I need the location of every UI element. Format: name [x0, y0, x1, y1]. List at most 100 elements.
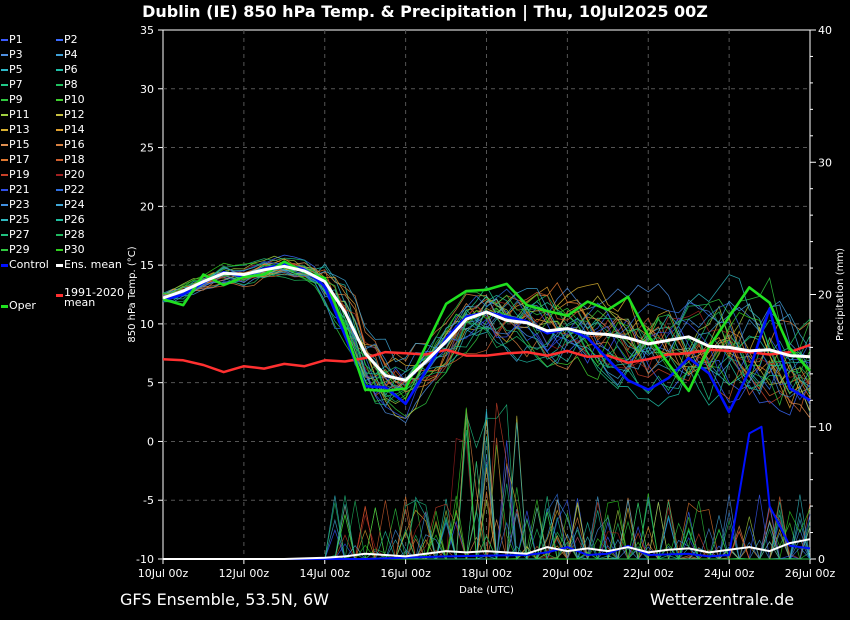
legend-swatch-p23 [1, 204, 8, 206]
member-curve-p26 [162, 273, 811, 406]
y-tick-label: -10 [136, 553, 154, 566]
legend-swatch-p28 [56, 234, 63, 236]
legend-swatch-p12 [56, 114, 63, 116]
legend-label-p23: P23 [9, 198, 30, 211]
y2-tick-label: 0 [818, 553, 825, 566]
legend-swatch-p19 [1, 174, 8, 176]
legend-swatch-p9 [1, 99, 8, 101]
series-ens-mean-precipitation [163, 538, 811, 560]
y2-tick-label: 30 [818, 156, 832, 169]
x-tick-label: 10Jul 00z [138, 567, 189, 580]
legend-swatch-control [1, 264, 8, 267]
legend-swatch-p29 [1, 249, 8, 251]
x-tick-label: 12Jul 00z [219, 567, 270, 580]
member-curve-p27 [162, 257, 811, 396]
legend-label-p2: P2 [64, 33, 78, 46]
x-tick-label: 14Jul 00z [299, 567, 350, 580]
y2-tick-label: 40 [818, 24, 832, 37]
legend-label-p21: P21 [9, 183, 30, 196]
y-axis-label: 850 hPa Temp. (°C) [127, 246, 138, 342]
x-tick-label: 24Jul 00z [704, 567, 755, 580]
legend-swatch-p30 [56, 249, 63, 251]
legend-label-p18: P18 [64, 153, 85, 166]
legend-swatch-p27 [1, 234, 8, 236]
legend-label-p7: P7 [9, 78, 23, 91]
model-info: GFS Ensemble, 53.5N, 6W [120, 590, 329, 609]
y-tick-label: 5 [147, 377, 154, 390]
chart-title: Dublin (IE) 850 hPa Temp. & Precipitatio… [142, 2, 708, 21]
legend-swatch-p24 [56, 204, 63, 206]
legend-label-p22: P22 [64, 183, 85, 196]
y-tick-label: 10 [140, 318, 154, 331]
legend-swatch-p16 [56, 144, 63, 146]
legend-swatch-p14 [56, 129, 63, 131]
legend-swatch-p3 [1, 54, 8, 56]
member-curve-p24 [162, 267, 811, 380]
legend-swatch-p8 [56, 84, 63, 86]
series-ens-mean [162, 264, 811, 382]
legend-swatch-p1 [1, 39, 8, 41]
legend-swatch-p21 [1, 189, 8, 191]
legend-swatch-p11 [1, 114, 8, 116]
legend-swatch-p2 [56, 39, 63, 41]
legend-label-p15: P15 [9, 138, 30, 151]
x-axis-label: Date (UTC) [459, 585, 514, 596]
member-curve-p18 [162, 273, 811, 413]
legend-label-p13: P13 [9, 123, 30, 136]
legend-label-p28: P28 [64, 228, 85, 241]
legend-label-p30: P30 [64, 243, 85, 256]
legend-label-p6: P6 [64, 63, 78, 76]
x-tick-label: 20Jul 00z [542, 567, 593, 580]
x-tick-label: 18Jul 00z [461, 567, 512, 580]
legend-swatch-p17 [1, 159, 8, 161]
legend-label-p12: P12 [64, 108, 85, 121]
legend-label-p16: P16 [64, 138, 85, 151]
legend-label-p17: P17 [9, 153, 30, 166]
y-tick-label: 0 [147, 435, 154, 448]
legend-label-p24: P24 [64, 198, 85, 211]
legend-label-p27: P27 [9, 228, 30, 241]
y-tick-label: 15 [140, 259, 154, 272]
y2-tick-label: 10 [818, 421, 832, 434]
legend-swatch-p22 [56, 189, 63, 191]
y-tick-label: 20 [140, 200, 154, 213]
y-tick-label: -5 [143, 494, 154, 507]
source-credit: Wetterzentrale.de [650, 590, 795, 609]
legend-swatch-p7 [1, 84, 8, 86]
legend-label-control: Control [9, 258, 49, 271]
legend-label-p1: P1 [9, 33, 23, 46]
legend-label-p20: P20 [64, 168, 85, 181]
y-tick-label: 25 [140, 142, 154, 155]
legend-label-p4: P4 [64, 48, 78, 61]
y-tick-label: 30 [140, 83, 154, 96]
legend-label-p25: P25 [9, 213, 30, 226]
series-1991-2020-mean [162, 343, 811, 374]
legend-label-oper: Oper [9, 299, 36, 312]
legend-swatch-1991-2020-mean [56, 294, 63, 297]
legend-label-p10: P10 [64, 93, 85, 106]
legend-label-p8: P8 [64, 78, 78, 91]
legend-swatch-p15 [1, 144, 8, 146]
legend-label-p11: P11 [9, 108, 30, 121]
legend-label-p9: P9 [9, 93, 23, 106]
member-precip-p25 [163, 422, 811, 560]
legend-swatch-p25 [1, 219, 8, 221]
member-precip-p17 [163, 491, 810, 560]
legend-swatch-p20 [56, 174, 63, 176]
x-tick-label: 22Jul 00z [623, 567, 674, 580]
member-curve-p21 [162, 261, 811, 419]
legend-label-p26: P26 [64, 213, 85, 226]
y2-axis-label: Precipitation (mm) [835, 248, 846, 341]
legend-label-ens-mean: Ens. mean [64, 258, 122, 271]
legend-label-1991-2020-mean: 1991-2020 mean [64, 286, 124, 309]
y2-tick-label: 20 [818, 289, 832, 302]
legend-swatch-p6 [56, 69, 63, 71]
x-tick-label: 26Jul 00z [785, 567, 836, 580]
legend-label-p29: P29 [9, 243, 30, 256]
legend-swatch-p4 [56, 54, 63, 56]
legend-label-p3: P3 [9, 48, 23, 61]
legend-swatch-p10 [56, 99, 63, 101]
legend-swatch-ens-mean [56, 264, 63, 267]
legend-swatch-p5 [1, 69, 8, 71]
